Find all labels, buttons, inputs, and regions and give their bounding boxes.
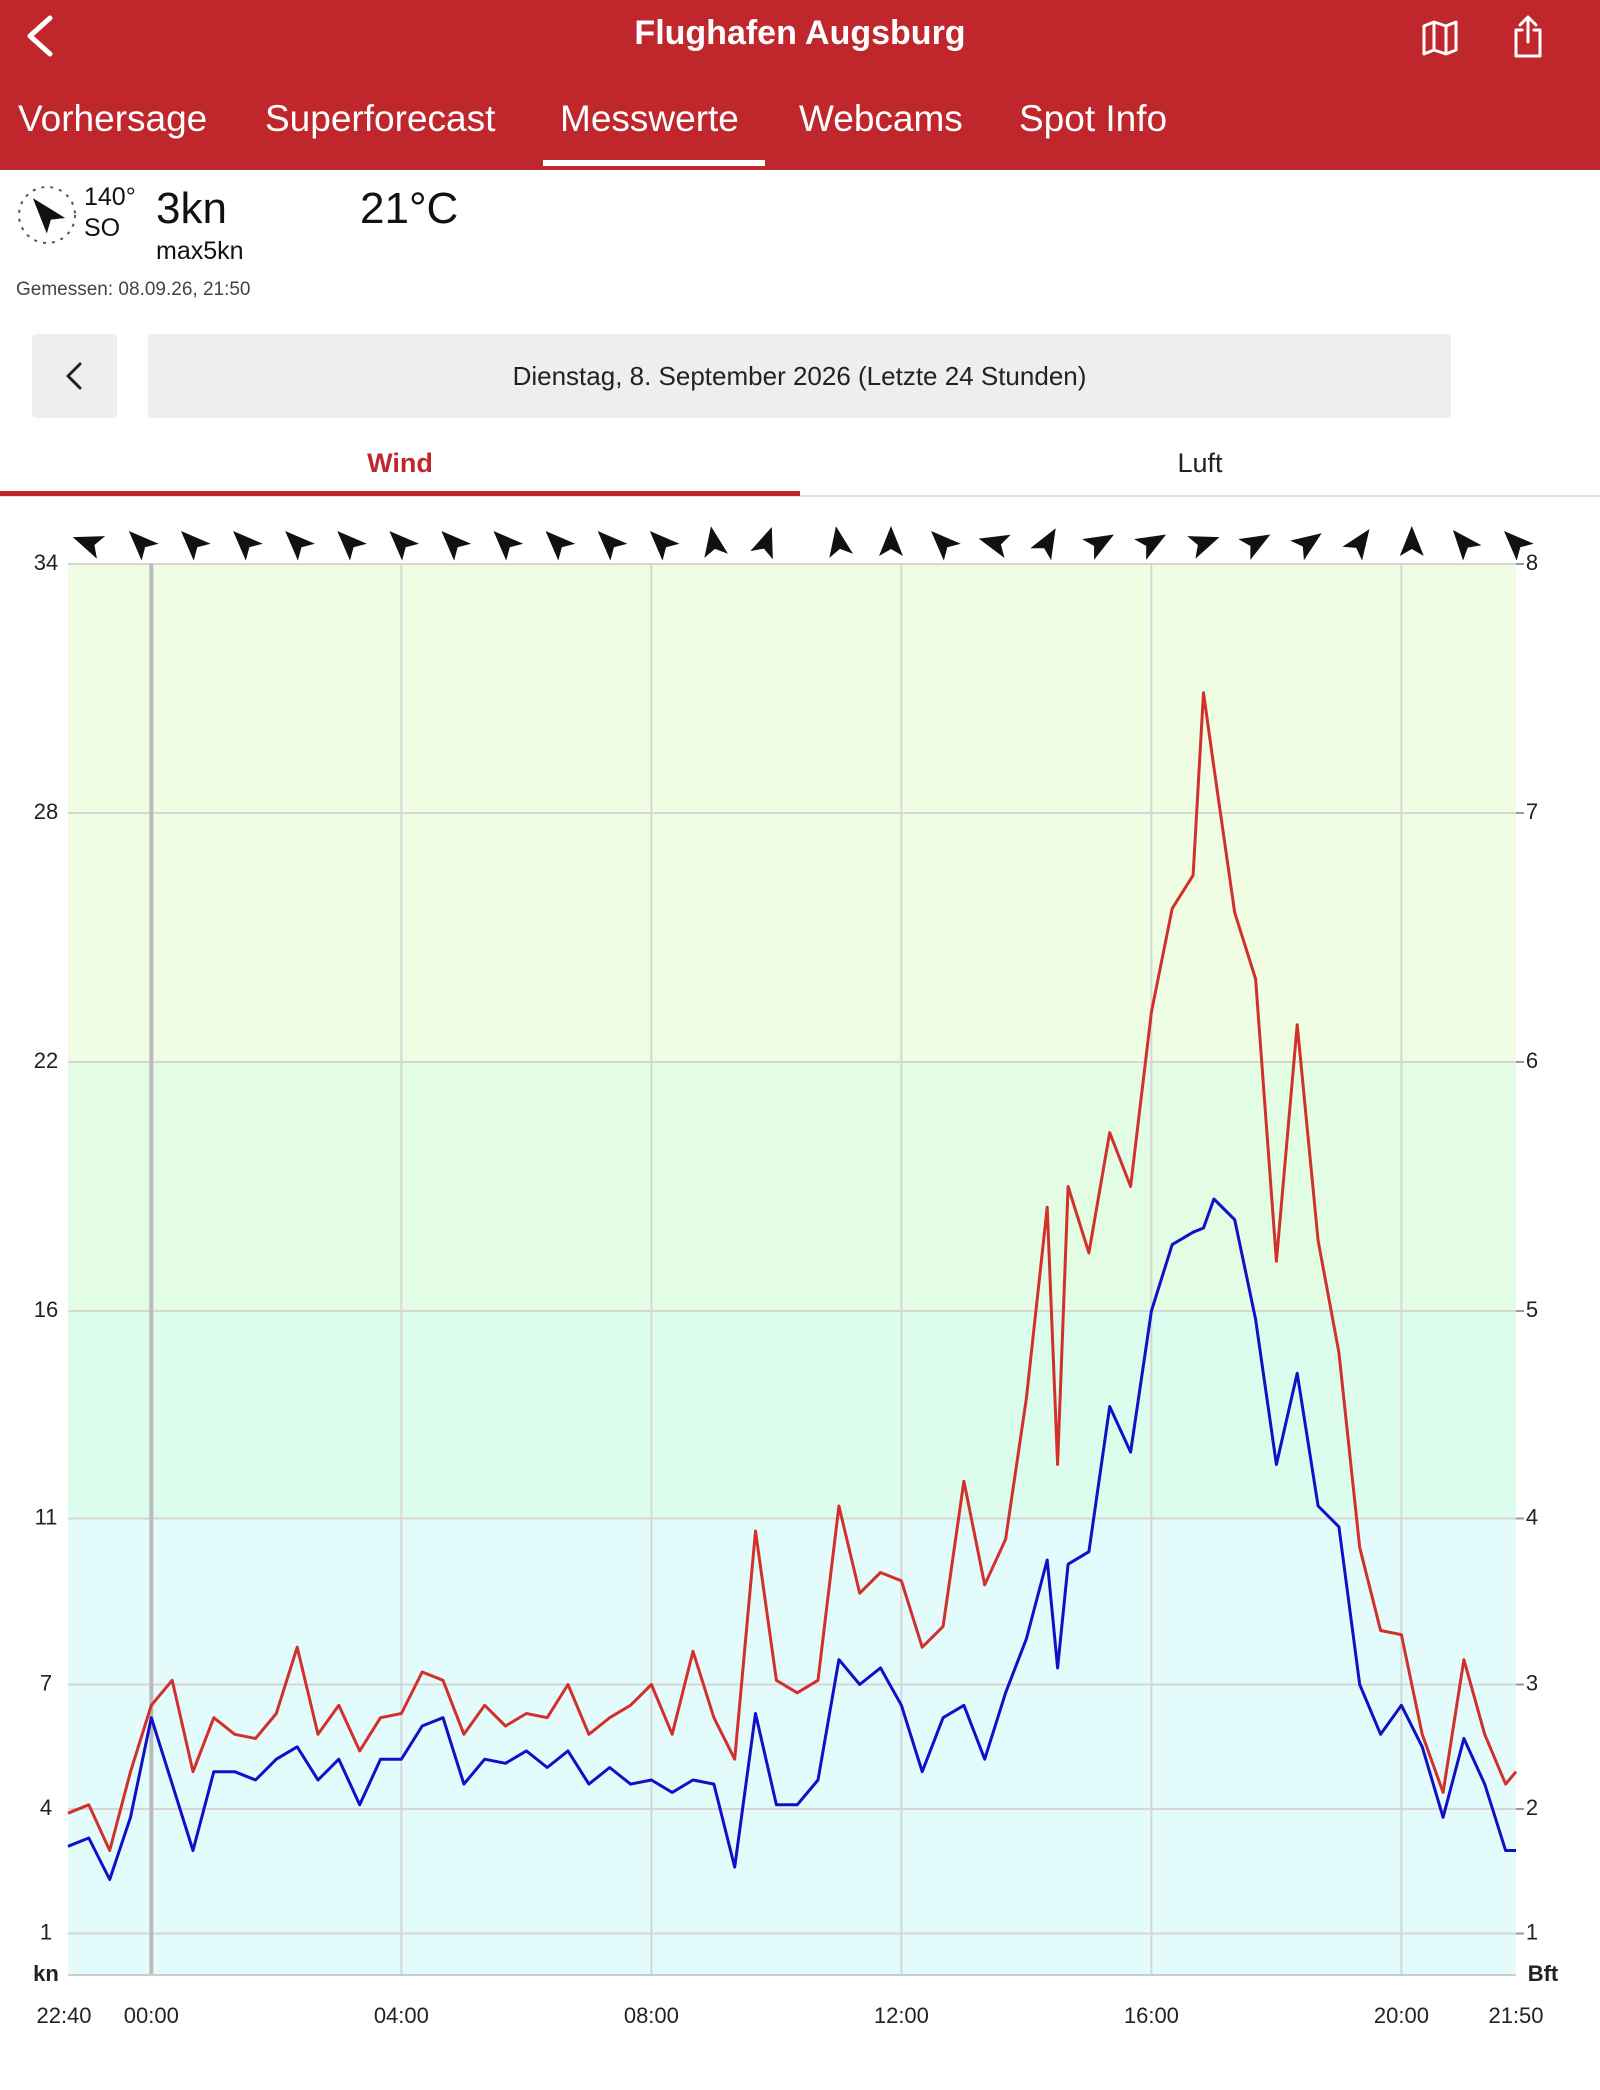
title: Flughafen Augsburg (634, 14, 966, 52)
wind-direction-arrow (128, 530, 159, 561)
y-tick-label: 7 (40, 1670, 52, 1695)
wind-direction-arrow (597, 530, 628, 561)
wind-direction-icon (18, 186, 76, 244)
y2-tick-label: 2 (1526, 1795, 1538, 1820)
max-wind: max5kn (156, 237, 244, 265)
wind-band (68, 1311, 1516, 1519)
temperature: 21°C (360, 184, 459, 233)
y-tick-label: 4 (40, 1795, 52, 1820)
wind-direction-arrow (1238, 534, 1271, 560)
wind-direction-arrow (829, 526, 853, 558)
tab[interactable]: Superforecast (265, 98, 496, 139)
app-bar: Flughafen Augsburg Vorhersage Superforec… (0, 0, 1600, 170)
wind-direction-arrow (1082, 534, 1115, 560)
x-tick-label: 21:50 (1488, 2003, 1543, 2028)
y2-tick-label: 4 (1526, 1504, 1538, 1529)
wind-direction-arrow (233, 530, 263, 561)
wind-speed: 3kn (156, 184, 227, 233)
y2-tick-label: 3 (1526, 1670, 1538, 1695)
y-tick-label: 16 (34, 1297, 58, 1322)
y-tick-label: 22 (34, 1048, 58, 1073)
y2-tick-label: 7 (1526, 799, 1538, 824)
wind-direction-arrow (1134, 534, 1167, 560)
date-selector[interactable]: Dienstag, 8. September 2026 (Letzte 24 S… (148, 334, 1451, 418)
tab[interactable]: Webcams (799, 98, 963, 139)
share-button[interactable] (1508, 14, 1548, 60)
x-tick-label: 04:00 (374, 2003, 429, 2028)
wind-direction-arrow (1030, 528, 1056, 561)
wind-line (67, 691, 1518, 1852)
y2-tick-label: 5 (1526, 1297, 1538, 1322)
wind-direction-arrow (1399, 526, 1424, 556)
wind-direction-arrow (1503, 530, 1534, 561)
y-tick-label: 34 (34, 550, 58, 575)
wind-direction-arrow (337, 530, 367, 561)
wind-line (67, 1197, 1516, 1881)
wind-direction-arrow (72, 536, 106, 559)
wind-direction-arrow (1187, 536, 1220, 559)
y2-tick-label: 1 (1526, 1919, 1538, 1944)
x-tick-label: 20:00 (1374, 2003, 1429, 2028)
y2-tick-label: 8 (1526, 550, 1538, 575)
wind-band (68, 1062, 1516, 1311)
tab[interactable]: Spot Info (1019, 98, 1168, 139)
x-tick-label: 22:40 (36, 2003, 91, 2028)
wind-direction-arrow (545, 530, 576, 561)
wind-direction-arrow (1452, 529, 1482, 561)
wind-direction-arrow (285, 530, 315, 561)
active-subtab-indicator (0, 491, 800, 496)
wind-direction-arrow (441, 530, 472, 561)
map-button[interactable] (1420, 18, 1460, 58)
wind-direction-arrow (931, 530, 961, 561)
wind-direction-arrow (1342, 529, 1370, 561)
y-tick-label: 28 (34, 799, 58, 824)
wind-direction-arrow (704, 526, 728, 558)
y2-unit-label: Bft (1528, 1961, 1559, 1986)
wind-band (68, 1518, 1516, 1975)
wind-direction-arrow (978, 534, 1011, 558)
wind-direction-arrow (180, 530, 211, 561)
wind-direction-arrow (649, 530, 680, 561)
y2-tick-label: 6 (1526, 1048, 1538, 1073)
subtab-divider (0, 495, 1600, 497)
y-tick-label: 1 (40, 1919, 52, 1944)
y-unit-label: kn (33, 1961, 59, 1986)
direction: SO (84, 214, 121, 242)
measured-time: Gemessen: 08.09.26, 21:50 (16, 279, 251, 300)
subtab[interactable]: Wind (367, 448, 433, 478)
subtab[interactable]: Luft (1177, 448, 1223, 478)
wind-direction-arrow (493, 530, 524, 561)
back-button[interactable] (22, 14, 56, 58)
tab[interactable]: Messwerte (560, 98, 739, 139)
active-tab-indicator (543, 160, 765, 166)
x-tick-label: 16:00 (1124, 2003, 1179, 2028)
previous-day-button[interactable] (32, 334, 117, 418)
y-tick-label: 11 (35, 1504, 58, 1529)
wind-direction-arrow (879, 526, 903, 556)
x-tick-label: 00:00 (124, 2003, 179, 2028)
wind-direction-arrow (389, 530, 420, 561)
wind-direction-arrow (1290, 533, 1322, 561)
wind-direction-arrow (750, 527, 773, 560)
tab[interactable]: Vorhersage (18, 98, 208, 139)
direction-degrees: 140° (84, 183, 136, 211)
x-tick-label: 12:00 (874, 2003, 929, 2028)
x-tick-label: 08:00 (624, 2003, 679, 2028)
